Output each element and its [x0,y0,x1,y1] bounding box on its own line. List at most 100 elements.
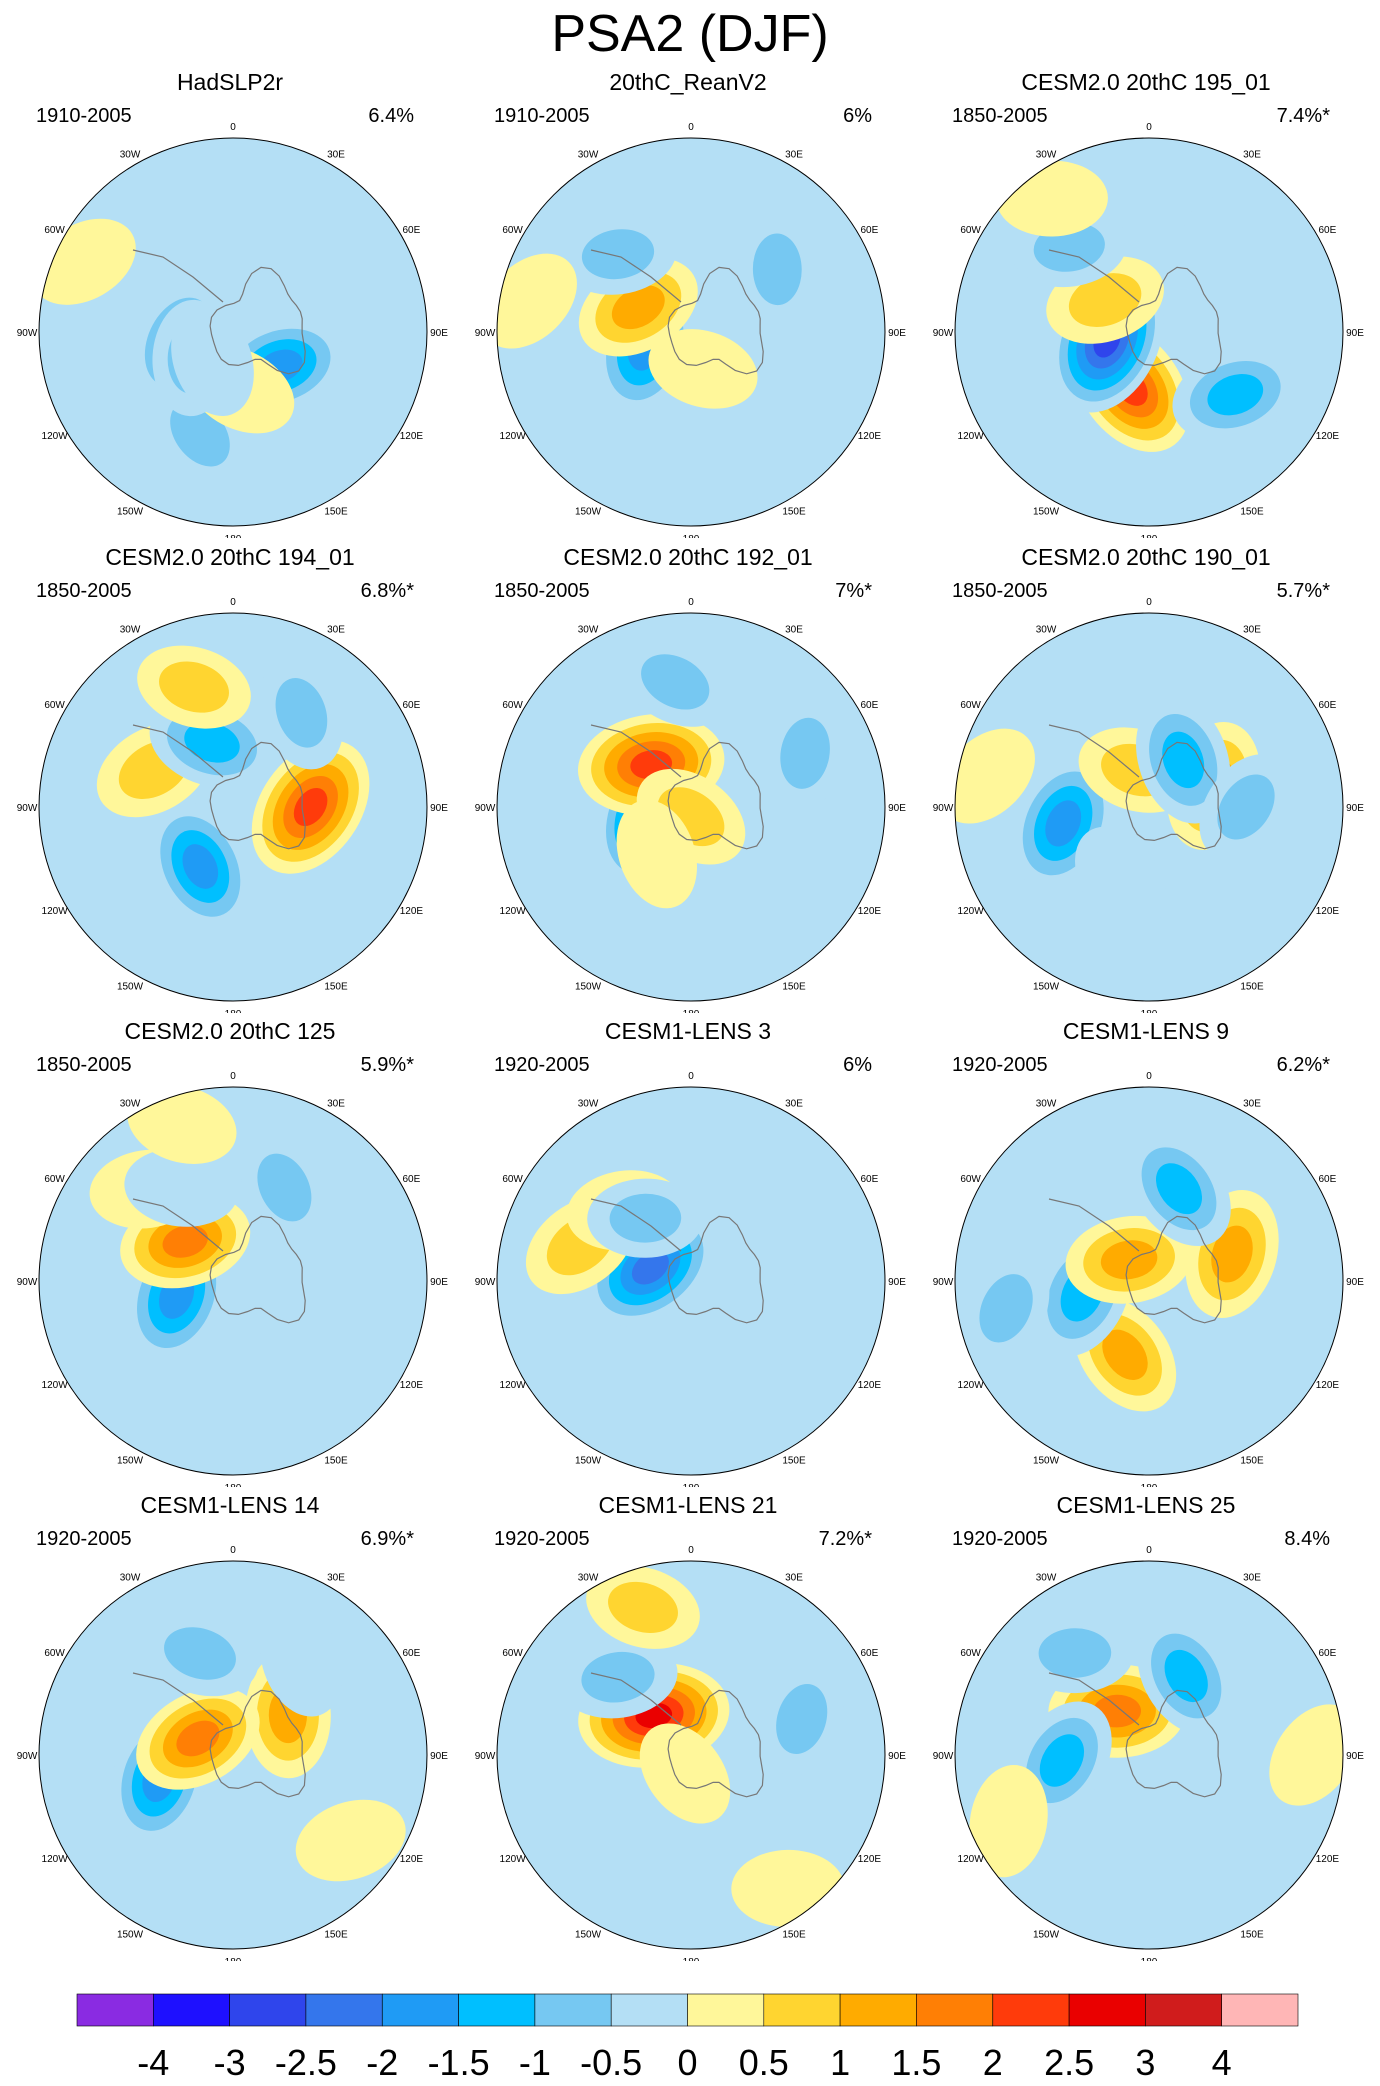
longitude-label: 0 [1146,1071,1152,1082]
colorbar-tick-label: -0.5 [580,2042,642,2083]
longitude-label: 90E [888,803,906,814]
longitude-label: 150E [782,506,806,517]
map-boundary [496,1086,886,1476]
panel-period: 1910-2005 [36,105,132,127]
longitude-label: 150W [117,981,144,992]
antarctic-peninsula [132,1672,224,1726]
longitude-label: 30E [1243,1573,1261,1584]
longitude-label: 60W [502,1174,523,1185]
longitude-label: 180 [1141,1009,1158,1013]
longitude-label: 60W [960,225,981,236]
panel-title: CESM1-LENS 9 [1062,1018,1230,1044]
longitude-label: 120W [958,1854,985,1865]
longitude-label: 60W [502,1648,523,1659]
contour-fill [257,1153,312,1222]
longitude-label: 90E [888,1751,906,1762]
map-boundary [38,137,428,527]
longitude-label: 150E [1240,981,1264,992]
longitude-label: 60E [403,225,421,236]
longitude-label: 150E [324,981,348,992]
contour-fill [1045,800,1082,847]
antarctic-peninsula [590,1198,682,1252]
panel-variance-pct: 5.7%* [1276,580,1330,602]
colorbar-tick-label: 3 [1135,2042,1155,2083]
longitude-label: 0 [688,1071,694,1082]
longitude-label: 60E [1319,1174,1337,1185]
longitude-label: 30W [120,1099,141,1110]
longitude-label: 30W [1036,1573,1057,1584]
colorbar-tick-label: -3 [214,2042,246,2083]
longitude-label: 180 [683,1957,700,1961]
contour-fill [275,678,328,748]
longitude-label: 30E [327,150,345,161]
panel-title: 20thC_ReanV2 [609,69,767,95]
panel-period: 1850-2005 [36,580,132,602]
map-panel-9: CESM1-LENS 9 1920-2005 6.2%* 0 30E 60E 90E 120E… [916,1017,1376,1487]
longitude-label: 120W [42,906,69,917]
panel-period: 1920-2005 [952,1528,1048,1550]
polar-map: 0 30E 60E 90E 120E 150E 180 150W 120W 90W 60W 30W [933,1545,1365,1961]
colorbar-swatch [381,1993,459,2027]
map-boundary [496,612,886,1002]
longitude-label: 120W [958,431,985,442]
longitude-label: 180 [225,1957,242,1961]
panel-period: 1850-2005 [494,580,590,602]
longitude-label: 120E [400,1854,424,1865]
colorbar-tick-label: 0.5 [739,2042,789,2083]
antarctica-coastline [1125,741,1222,850]
longitude-label: 120W [500,431,527,442]
longitude-label: 90E [888,1277,906,1288]
colorbar-swatch [1221,1993,1299,2027]
longitude-label: 90E [430,1277,448,1288]
contour-fill [1075,826,1166,932]
map-panel-11: CESM1-LENS 21 1920-2005 7.2%* 0 30E 60E 90E 120… [458,1491,918,1961]
map-boundary [38,1560,428,1950]
map-panel-3: CESM2.0 20thC 195_01 1850-2005 7.4%* 0 30E 60… [916,68,1376,538]
contour-fill [260,1605,343,1717]
panel-variance-pct: 8.4% [1284,1528,1330,1550]
contour-fill [1207,374,1264,416]
colorbar-tick-label: 1.5 [891,2042,941,2083]
longitude-label: 30W [120,1573,141,1584]
longitude-label: 30W [578,150,599,161]
antarctic-peninsula [132,724,224,778]
longitude-label: 150W [1033,1929,1060,1940]
contour-fill [639,1723,731,1824]
colorbar-tick-label: 2 [983,2042,1003,2083]
longitude-label: 120E [400,431,424,442]
longitude-label: 90W [933,1277,954,1288]
colorbar-swatch [839,1993,917,2027]
antarctic-peninsula [1048,1672,1140,1726]
longitude-label: 90W [475,803,496,814]
colorbar-swatch [610,1993,688,2027]
map-panel-12: CESM1-LENS 25 1920-2005 8.4% 0 30E 60E 90E 120E… [916,1491,1376,1961]
longitude-label: 120W [958,906,985,917]
map-boundary [954,137,1344,527]
colorbar-tick-label: 1 [830,2042,850,2083]
longitude-label: 120W [42,431,69,442]
longitude-label: 120E [400,906,424,917]
contour-fill [641,654,710,710]
longitude-label: 120W [500,906,527,917]
longitude-label: 30W [578,1573,599,1584]
longitude-label: 30E [327,1099,345,1110]
colorbar: -4 -3 -2.5 -2 -1.5 -1 -0.5 0 0.5 1 1.5 2 2.5 3 4 [76,1993,1299,2083]
contour-fill [1100,1240,1158,1280]
panel-title: HadSLP2r [176,69,284,95]
contour-fill [295,1799,406,1882]
contour-fill [616,799,697,909]
longitude-label: 30E [785,625,803,636]
antarctic-peninsula [590,249,682,303]
longitude-label: 150W [575,981,602,992]
longitude-label: 180 [225,1483,242,1487]
longitude-label: 60E [861,1648,879,1659]
longitude-label: 150W [117,1455,144,1466]
panel-title: CESM1-LENS 21 [598,1492,778,1518]
colorbar-swatch [229,1993,307,2027]
panel-title: CESM2.0 20thC 190_01 [1021,544,1271,570]
map-panel-2: 20thC_ReanV2 1910-2005 6% 0 30E 60E 90E 120E 150… [458,68,918,538]
antarctica-coastline [209,1215,306,1324]
longitude-label: 90W [17,1751,38,1762]
longitude-label: 120W [500,1854,527,1865]
polar-map: 0 30E 60E 90E 120E 150E 180 150W 120W 90W 60W 30W [475,122,907,538]
